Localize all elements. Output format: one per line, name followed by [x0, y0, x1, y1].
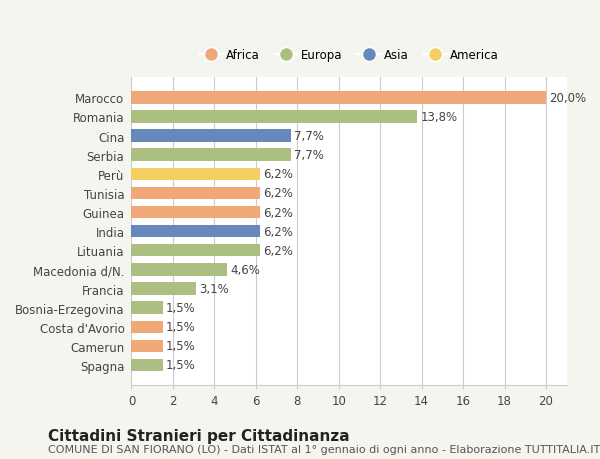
Legend: Africa, Europa, Asia, America: Africa, Europa, Asia, America [194, 44, 504, 66]
Text: 6,2%: 6,2% [263, 187, 293, 200]
Text: 6,2%: 6,2% [263, 244, 293, 257]
Bar [131, 263, 227, 276]
Text: 1,5%: 1,5% [166, 302, 196, 314]
Text: COMUNE DI SAN FIORANO (LO) - Dati ISTAT al 1° gennaio di ogni anno - Elaborazion: COMUNE DI SAN FIORANO (LO) - Dati ISTAT … [48, 444, 600, 454]
Text: 3,1%: 3,1% [199, 282, 229, 295]
Text: Cittadini Stranieri per Cittadinanza: Cittadini Stranieri per Cittadinanza [48, 428, 350, 443]
Bar [131, 245, 260, 257]
Bar [131, 225, 260, 238]
Text: 1,5%: 1,5% [166, 358, 196, 372]
Text: 7,7%: 7,7% [294, 130, 324, 143]
Bar [131, 321, 163, 333]
Text: 6,2%: 6,2% [263, 206, 293, 219]
Text: 6,2%: 6,2% [263, 168, 293, 181]
Text: 6,2%: 6,2% [263, 225, 293, 238]
Text: 1,5%: 1,5% [166, 320, 196, 334]
Bar [131, 187, 260, 200]
Bar [131, 283, 196, 295]
Bar [131, 111, 418, 123]
Text: 20,0%: 20,0% [549, 92, 586, 105]
Text: 4,6%: 4,6% [230, 263, 260, 276]
Text: 1,5%: 1,5% [166, 340, 196, 353]
Bar [131, 92, 546, 104]
Bar [131, 130, 291, 142]
Bar [131, 149, 291, 162]
Bar [131, 340, 163, 353]
Bar [131, 359, 163, 371]
Bar [131, 302, 163, 314]
Text: 7,7%: 7,7% [294, 149, 324, 162]
Text: 13,8%: 13,8% [421, 111, 458, 124]
Bar [131, 168, 260, 181]
Bar [131, 207, 260, 219]
